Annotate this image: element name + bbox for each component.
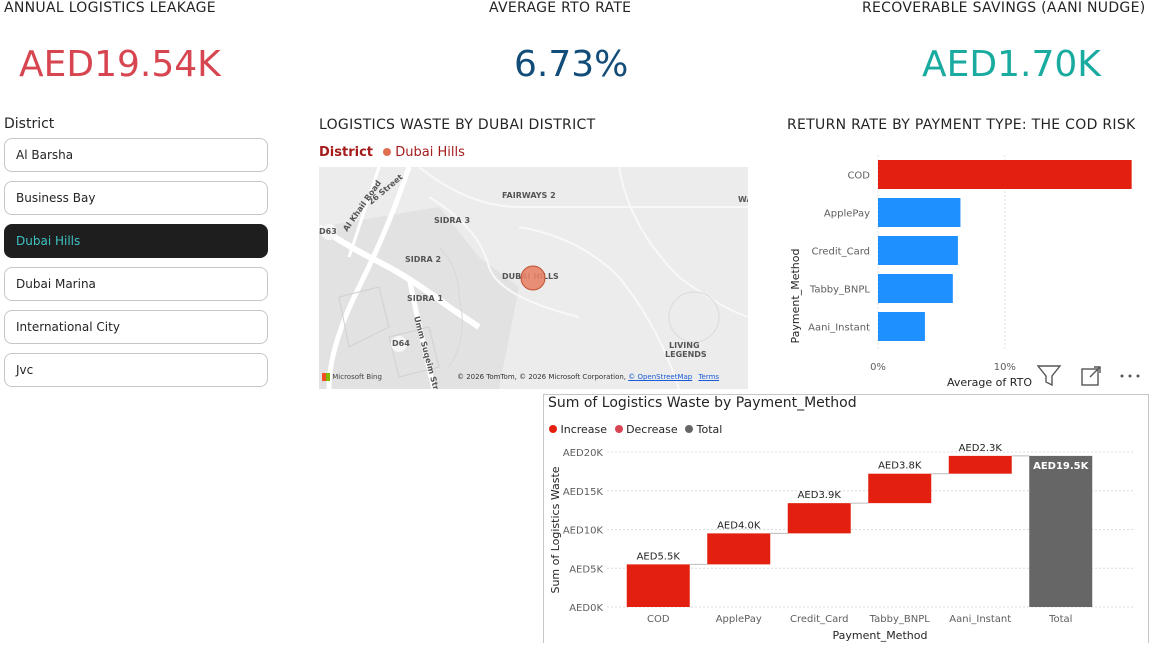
- kpi-title-rto: AVERAGE RTO RATE: [489, 0, 632, 16]
- kpi-value-leakage: AED19.54K: [19, 44, 221, 85]
- visual-header-toolbar: [1036, 364, 1147, 388]
- waterfall-category-label: Tabby_BNPL: [869, 614, 931, 625]
- legend-decrease-dot: [614, 425, 623, 433]
- map-attribution-text: © 2026 TomTom, © 2026 Microsoft Corporat…: [457, 373, 627, 381]
- bar-category-label: Credit_Card: [812, 247, 870, 258]
- waterfall-bar-total[interactable]: [1029, 455, 1093, 607]
- focus-mode-icon[interactable]: [1081, 366, 1101, 386]
- bar-chart-title: RETURN RATE BY PAYMENT TYPE: THE COD RIS…: [787, 117, 1136, 133]
- bar-applepay[interactable]: [878, 198, 961, 227]
- more-options-icon[interactable]: [1120, 374, 1140, 378]
- map-svg[interactable]: FAIRWAYS 2 SIDRA 3 SIDRA 2 SIDRA 1 DUBAI…: [319, 167, 748, 389]
- waterfall-y-tick: AED20K: [563, 448, 604, 459]
- waterfall-y-tick: AED10K: [563, 526, 604, 537]
- rto-bar-chart[interactable]: Payment_Method Average of RTO 0% 10% COD Ap…: [780, 150, 1150, 395]
- map-attribution-link[interactable]: © OpenStreetMap: [628, 373, 693, 381]
- waterfall-y-tick: AED15K: [563, 487, 604, 498]
- waterfall-bar-cod[interactable]: [626, 564, 690, 607]
- bar-category-label: COD: [847, 171, 870, 182]
- bar-aani-instant[interactable]: [878, 312, 925, 341]
- bar-category-label: ApplePay: [824, 209, 870, 220]
- waterfall-y-tick: AED5K: [569, 564, 603, 575]
- waterfall-bar-tabby-bnpl[interactable]: [868, 473, 932, 504]
- bar-credit-card[interactable]: [878, 236, 958, 265]
- map-label-fairways-2: FAIRWAYS 2: [502, 191, 556, 200]
- bar-x-tick: 0%: [870, 362, 886, 373]
- bar-tabby-bnpl[interactable]: [878, 274, 953, 303]
- waterfall-bar-aani-instant[interactable]: [948, 455, 1012, 474]
- bar-category-label: Tabby_BNPL: [809, 285, 871, 296]
- waterfall-title: Sum of Logistics Waste by Payment_Method: [548, 395, 857, 411]
- waterfall-bar-applepay[interactable]: [707, 533, 771, 565]
- map-legend-dot: [383, 148, 392, 156]
- map-label-wa: WA: [738, 195, 748, 204]
- map-label-sidra-1: SIDRA 1: [407, 294, 444, 303]
- kpi-title-leakage: ANNUAL LOGISTICS LEAKAGE: [4, 0, 216, 16]
- waterfall-chart-svg: Sum of Logistics Waste Payment_Method AE…: [549, 443, 1135, 642]
- waterfall-data-label: AED3.8K: [878, 461, 922, 472]
- filter-icon[interactable]: [1036, 365, 1062, 387]
- waterfall-category-label: Credit_Card: [790, 614, 848, 625]
- slicer-item-dubai-hills[interactable]: Dubai Hills: [4, 224, 268, 258]
- slicer-item-jvc[interactable]: Jvc: [4, 353, 268, 387]
- map-title: LOGISTICS WASTE BY DUBAI DISTRICT: [319, 117, 596, 133]
- bar-category-label: Aani_Instant: [808, 323, 870, 334]
- slicer-item-business-bay[interactable]: Business Bay: [4, 181, 268, 215]
- legend-increase-dot: [549, 425, 557, 433]
- waterfall-xlabel: Payment_Method: [833, 629, 928, 642]
- slicer-item-international-city[interactable]: International City: [4, 310, 268, 344]
- waterfall-category-label: COD: [647, 614, 670, 625]
- legend-increase-label[interactable]: Increase: [560, 423, 608, 436]
- slicer-item-dubai-marina[interactable]: Dubai Marina: [4, 267, 268, 301]
- map-terms-link[interactable]: Terms: [698, 373, 720, 381]
- map-attribution: © 2026 TomTom, © 2026 Microsoft Corporat…: [457, 373, 719, 381]
- bar-cod[interactable]: [878, 160, 1132, 189]
- bar-chart-xlabel: Average of RTO: [947, 376, 1032, 389]
- legend-decrease-label[interactable]: Decrease: [626, 423, 678, 436]
- map-legend-item[interactable]: Dubai Hills: [395, 145, 465, 160]
- map-label-living: LIVING: [669, 341, 700, 350]
- waterfall-y-tick: AED0K: [569, 603, 603, 614]
- map-canvas[interactable]: FAIRWAYS 2 SIDRA 3 SIDRA 2 SIDRA 1 DUBAI…: [319, 167, 748, 389]
- waterfall-category-label: Aani_Instant: [949, 614, 1011, 625]
- slicer-item-al-barsha[interactable]: Al Barsha: [4, 138, 268, 172]
- map-label-d63: D63: [319, 227, 337, 236]
- map-legend: District Dubai Hills: [319, 145, 465, 160]
- rto-bar-chart-svg: Payment_Method Average of RTO 0% 10% COD Ap…: [789, 155, 1132, 389]
- map-label-d64: D64: [392, 339, 410, 348]
- waterfall-visual-frame[interactable]: [543, 394, 1149, 643]
- kpi-value-savings: AED1.70K: [922, 44, 1101, 85]
- bar-chart-ylabel: Payment_Method: [789, 249, 802, 344]
- legend-total-dot: [685, 425, 694, 433]
- bar-x-tick: 10%: [994, 362, 1016, 373]
- legend-total-label[interactable]: Total: [696, 423, 723, 436]
- microsoft-logo-icon: [322, 373, 330, 381]
- waterfall-category-label: Total: [1048, 614, 1072, 625]
- kpi-value-rto: 6.73%: [514, 44, 629, 85]
- map-legend-field: District: [319, 145, 373, 160]
- waterfall-data-label: AED5.5K: [637, 551, 681, 562]
- waterfall-legend: Increase Decrease Total: [549, 423, 722, 436]
- waterfall-bar-credit-card[interactable]: [787, 503, 851, 534]
- waterfall-data-label: AED19.5K: [1033, 461, 1090, 472]
- map-label-sidra-3: SIDRA 3: [434, 216, 470, 225]
- waterfall-chart[interactable]: Sum of Logistics Waste Payment_Method AE…: [545, 440, 1145, 643]
- slicer-title: District: [4, 116, 55, 132]
- map-provider-label: Microsoft Bing: [332, 373, 382, 381]
- kpi-title-savings: RECOVERABLE SAVINGS (AANI NUDGE): [862, 0, 1146, 16]
- map-label-sidra-2: SIDRA 2: [405, 255, 441, 264]
- waterfall-ylabel: Sum of Logistics Waste: [549, 466, 562, 593]
- waterfall-data-label: AED3.9K: [798, 490, 842, 501]
- map-label-legends: LEGENDS: [665, 350, 707, 359]
- waterfall-data-label: AED2.3K: [959, 443, 1003, 454]
- map-bubble-dubai-hills[interactable]: [520, 265, 546, 291]
- waterfall-category-label: ApplePay: [716, 614, 762, 625]
- map-provider: Microsoft Bing: [322, 373, 382, 381]
- waterfall-data-label: AED4.0K: [717, 520, 761, 531]
